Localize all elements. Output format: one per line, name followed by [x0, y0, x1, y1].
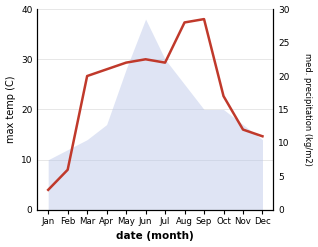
Y-axis label: max temp (C): max temp (C): [5, 76, 16, 143]
X-axis label: date (month): date (month): [116, 231, 194, 242]
Y-axis label: med. precipitation (kg/m2): med. precipitation (kg/m2): [303, 53, 313, 166]
